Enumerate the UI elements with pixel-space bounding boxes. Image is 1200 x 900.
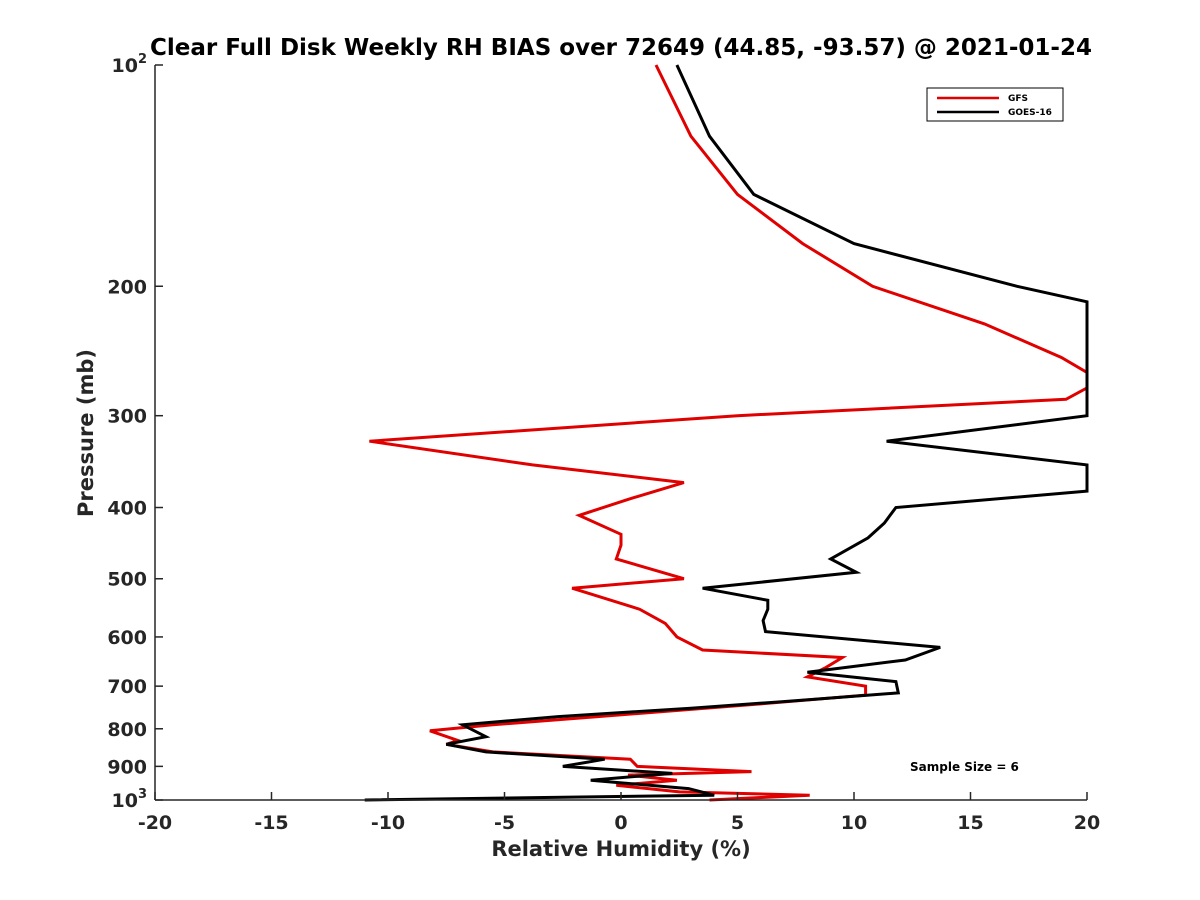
y-tick-label-base: 10 bbox=[112, 55, 138, 77]
y-tick-label-exponent: 2 bbox=[138, 52, 147, 67]
y-axis-label: Pressure (mb) bbox=[74, 349, 98, 517]
y-tick-label-exponent: 3 bbox=[138, 787, 147, 802]
x-tick-label: 0 bbox=[614, 812, 627, 834]
x-tick-label: -15 bbox=[254, 812, 288, 834]
x-axis-ticks: -20 -15 -10 -5 0 5 10 15 20 bbox=[138, 792, 1100, 834]
y-tick-label: 103 bbox=[112, 787, 148, 812]
legend-label-goes16: GOES-16 bbox=[1008, 108, 1052, 118]
x-axis-label: Relative Humidity (%) bbox=[491, 837, 750, 861]
series-line-gfs bbox=[369, 64, 1089, 802]
legend-box bbox=[926, 87, 1064, 122]
x-tick-label: -20 bbox=[138, 812, 172, 834]
legend: GFS GOES-16 bbox=[926, 87, 1064, 122]
y-tick-label-base: 600 bbox=[107, 627, 147, 649]
x-tick-label: -5 bbox=[494, 812, 515, 834]
y-tick-label-base: 900 bbox=[107, 756, 147, 778]
y-tick-label-base: 300 bbox=[107, 406, 147, 428]
y-tick-label: 600 bbox=[107, 627, 147, 649]
y-tick-label: 200 bbox=[107, 276, 147, 298]
x-tick-label: -10 bbox=[371, 812, 405, 834]
y-tick-label-base: 800 bbox=[107, 719, 147, 741]
y-tick-label-base: 400 bbox=[107, 498, 147, 520]
series-line-goes16 bbox=[364, 64, 1089, 802]
legend-label-gfs: GFS bbox=[1008, 94, 1028, 104]
plot-area bbox=[364, 64, 1089, 802]
y-tick-label: 300 bbox=[107, 406, 147, 428]
y-tick-label: 102 bbox=[112, 52, 148, 77]
y-tick-label: 900 bbox=[107, 756, 147, 778]
y-tick-label-base: 500 bbox=[107, 569, 147, 591]
x-tick-label: 20 bbox=[1074, 812, 1100, 834]
y-tick-label-base: 200 bbox=[107, 276, 147, 298]
y-tick-label: 400 bbox=[107, 498, 147, 520]
y-tick-label-base: 10 bbox=[112, 790, 138, 812]
y-tick-label: 700 bbox=[107, 676, 147, 698]
x-tick-label: 10 bbox=[841, 812, 867, 834]
y-tick-label: 500 bbox=[107, 569, 147, 591]
sample-size-annotation: Sample Size = 6 bbox=[910, 760, 1019, 774]
x-tick-label: 5 bbox=[731, 812, 744, 834]
y-tick-label: 800 bbox=[107, 719, 147, 741]
y-tick-label-base: 700 bbox=[107, 676, 147, 698]
x-tick-label: 15 bbox=[957, 812, 983, 834]
chart-title: Clear Full Disk Weekly RH BIAS over 7264… bbox=[150, 35, 1092, 61]
